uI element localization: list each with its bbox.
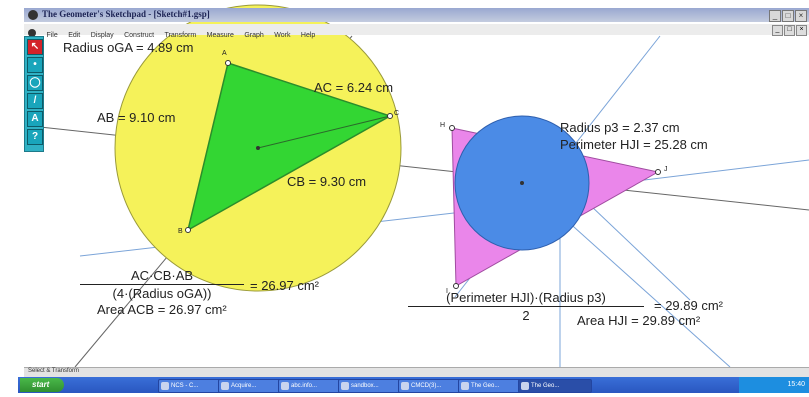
menu-graph[interactable]: Graph [244,32,264,39]
cb-measurement[interactable]: CB = 9.30 cm [287,174,367,189]
fraction-bar [408,306,644,307]
calc-right-result[interactable]: = 29.89 cm² [654,298,724,313]
menu-measure[interactable]: Measure [206,32,234,39]
taskbar-item[interactable]: CMCD(3)... [398,379,468,393]
calc-left-numerator: AC·CB·AB [130,268,194,283]
point-h-label: H [440,122,446,129]
point-c-label: C [394,110,400,117]
maximize-button[interactable]: □ [782,10,794,22]
menu-work[interactable]: Work [274,32,291,39]
straightedge-icon[interactable]: / [27,93,43,109]
bisector-line-blue-5[interactable] [619,159,809,184]
calc-left-fraction[interactable]: AC·CB·AB (4·(Radius oGA)) [80,268,244,301]
calc-right-fraction[interactable]: (Perimeter HJI)·(Radius p3) 2 [408,290,644,323]
menu-transform[interactable]: Transform [164,32,197,39]
calc-left-denominator: (4·(Radius oGA)) [112,286,212,301]
point-icon[interactable]: • [27,57,43,73]
calc-right-denominator: 2 [522,308,530,323]
doc-restore-button[interactable]: □ [784,25,795,36]
text-icon[interactable]: A [27,111,43,127]
point-i-label: I [446,288,448,295]
triangle-acb[interactable] [186,62,392,232]
taskbar-item[interactable]: NCS - C... [158,379,228,393]
menu-file[interactable]: File [46,32,58,39]
point-c[interactable] [387,113,393,119]
compass-icon[interactable]: ◯ [27,75,43,91]
title-bar[interactable]: The Geometer's Sketchpad - [Sketch#1.gsp… [24,8,809,22]
ac-measurement[interactable]: AC = 6.24 cm [314,80,394,95]
status-bar: Select & Transform [24,367,809,377]
radius-oga-measurement[interactable]: Radius oGA = 4.89 cm [63,40,194,55]
clock: 15:40 [787,381,805,388]
taskbar-item[interactable]: The Geo... [458,379,528,393]
doc-minimize-button[interactable]: _ [772,25,783,36]
point-a[interactable] [225,60,231,66]
taskbar: start NCS - C... Acquire... abc.info... … [18,377,809,393]
point-b[interactable] [185,227,191,233]
point-center-o[interactable] [256,146,260,150]
point-i[interactable] [453,283,459,289]
system-tray: 15:40 [739,377,809,393]
menu-help[interactable]: Help [300,32,316,39]
arrow-icon[interactable]: ↖ [27,39,43,55]
bisector-line-blue-2[interactable] [554,209,731,368]
minimize-button[interactable]: _ [769,10,781,22]
calc-right-numerator: (Perimeter HJI)·(Radius p3) [446,290,606,305]
point-j[interactable] [655,169,661,175]
menu-bar: File Edit Display Construct Transform Me… [24,24,809,39]
window-title: The Geometer's Sketchpad - [Sketch#1.gsp… [42,9,210,19]
taskbar-item-active[interactable]: The Geo... [518,379,592,393]
close-button[interactable]: × [795,10,807,22]
menu-construct[interactable]: Construct [124,32,155,39]
taskbar-item[interactable]: sandbox... [338,379,408,393]
status-text: Select & Transform [28,368,80,374]
perimeter-hji-measurement[interactable]: Perimeter HJI = 25.28 cm [560,137,708,152]
point-incenter[interactable] [520,181,524,185]
menu-display[interactable]: Display [90,32,114,39]
document-icon [28,28,36,37]
calc-left-result[interactable]: = 26.97 cm² [250,278,320,293]
radius-segment[interactable] [257,115,391,149]
point-h[interactable] [449,125,455,131]
point-b-label: B [178,228,183,235]
toolbox: ↖ • ◯ / A ? [24,36,44,152]
bisector-line-blue-6[interactable] [589,204,691,301]
point-a-label: A [222,50,227,57]
help-icon[interactable]: ? [27,129,43,145]
start-button[interactable]: start [20,378,64,392]
area-hji-measurement[interactable]: Area HJI = 29.89 cm² [577,313,701,328]
taskbar-item[interactable]: abc.info... [278,379,348,393]
area-acb-measurement[interactable]: Area ACB = 26.97 cm² [97,302,227,317]
radius-p3-measurement[interactable]: Radius p3 = 2.37 cm [560,120,680,135]
app-icon [28,10,38,20]
menu-edit[interactable]: Edit [68,32,81,39]
fraction-bar [80,284,244,285]
ab-measurement[interactable]: AB = 9.10 cm [97,110,176,125]
point-j-label: J [664,166,668,173]
doc-close-button[interactable]: × [796,25,807,36]
